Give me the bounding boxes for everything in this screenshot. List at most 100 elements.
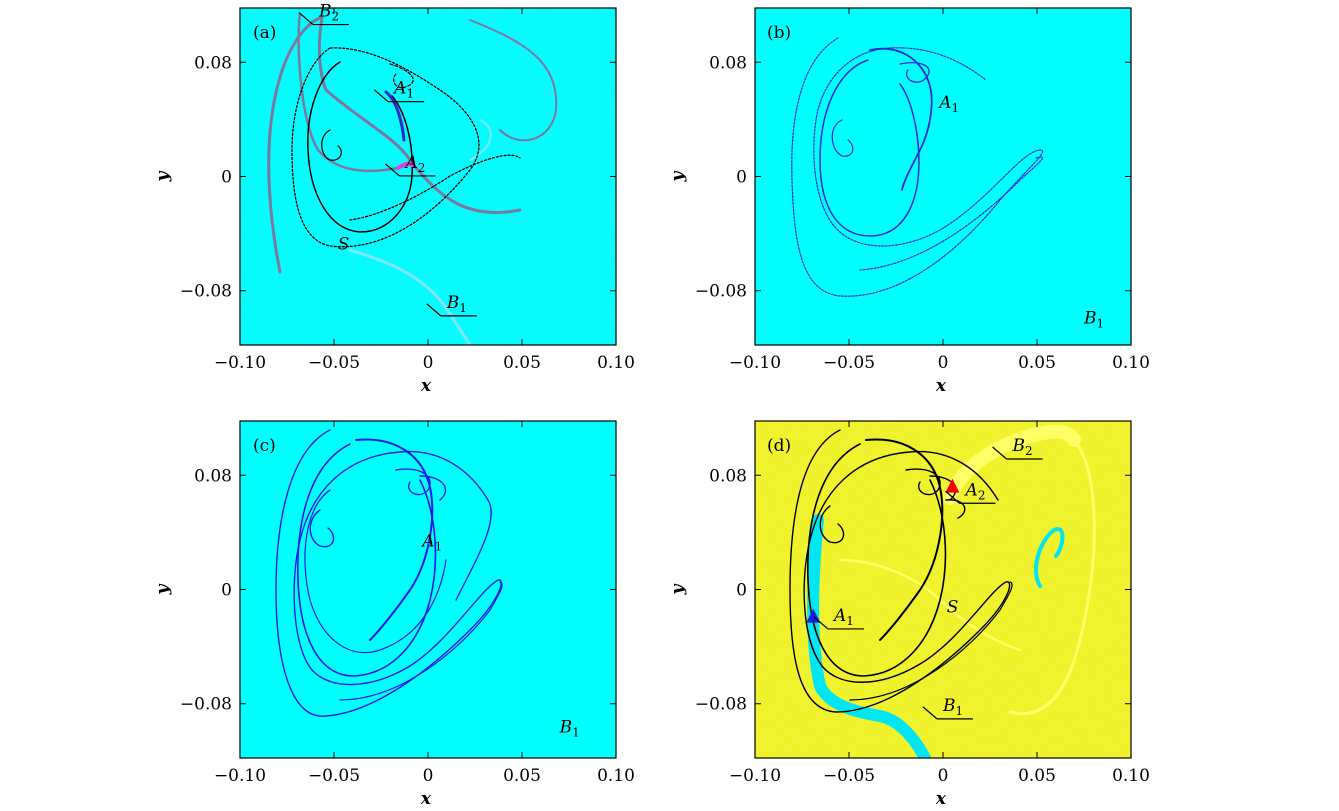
- annotation-label: B2: [318, 2, 339, 24]
- annotation-subscript: 1: [572, 725, 580, 739]
- panel-a-segment-a1: [384, 90, 406, 142]
- x-tick-label: 0.05: [503, 353, 541, 373]
- annotation-subscript: 1: [956, 704, 964, 718]
- y-axis-label: y: [668, 583, 688, 595]
- x-axis-label: x: [935, 376, 947, 396]
- y-tick-label: −0.08: [180, 282, 232, 302]
- x-tick-label: −0.10: [214, 766, 266, 786]
- x-tick-label: 0.05: [503, 766, 541, 786]
- y-tick-label: 0.08: [194, 53, 232, 73]
- x-tick-label: −0.05: [308, 353, 360, 373]
- x-tick-label: 0: [938, 766, 949, 786]
- panel-a-attractor-tail: [349, 154, 521, 221]
- panel-c-curve-mid: [297, 443, 437, 677]
- panel-b-curve-fold: [869, 47, 933, 191]
- x-tick-label: 0: [938, 353, 949, 373]
- panel-a-manifold-b1-inner: [469, 119, 492, 161]
- panel-c-curve-loops: [395, 468, 447, 501]
- y-axis-label: y: [153, 170, 173, 182]
- panel-d-attractor-mid: [807, 443, 947, 677]
- x-tick-label: 0.10: [597, 766, 635, 786]
- annotation-leader-tick: [945, 490, 960, 504]
- panel-b-curve-loop: [899, 62, 930, 83]
- x-tick-label: −0.10: [729, 353, 781, 373]
- panel-c-curve-tail: [339, 581, 503, 701]
- annotation-subscript: 2: [331, 10, 339, 24]
- annotation-subscript: 1: [1097, 317, 1105, 331]
- panel-a-attractor-mid: [307, 61, 413, 233]
- panel-c-curve-spiral: [309, 509, 335, 548]
- y-tick-label: 0.08: [194, 466, 232, 486]
- y-tick-label: 0.08: [709, 466, 747, 486]
- panel-d-manifold-b1-hook: [1034, 526, 1065, 588]
- x-axis-label: x: [420, 376, 432, 396]
- annotation-subscript: 2: [978, 488, 986, 502]
- annotation-label: S: [338, 234, 350, 254]
- annotation-leader-tick: [385, 163, 400, 177]
- panel-a-attractor-outer: [291, 47, 480, 248]
- y-tick-label: −0.08: [695, 282, 747, 302]
- panel-b-label: (b): [767, 23, 791, 43]
- panel-a-manifold-b2: [267, 16, 522, 274]
- annotation-leader-tick: [992, 446, 1007, 460]
- y-tick-label: 0: [736, 581, 747, 601]
- y-tick-label: 0.08: [709, 53, 747, 73]
- panel-d-manifold-b2-loop: [1008, 438, 1096, 716]
- annotation-leader-tick: [373, 89, 389, 103]
- annotation-subscript: 1: [435, 540, 443, 554]
- x-tick-label: 0.10: [1112, 766, 1150, 786]
- y-axis-label: y: [668, 170, 688, 182]
- x-axis-label: x: [420, 789, 432, 809]
- annotation-label: S: [947, 597, 959, 617]
- annotation-subscript: 1: [459, 301, 467, 315]
- panel-a-manifold-b2-branch: [297, 12, 400, 173]
- panel-c-curve-fold: [355, 438, 434, 641]
- panel-c-axes-ticks: −0.10 −0.05 0 0.05 0.10 0.08 0 −0.08 x y: [153, 421, 635, 809]
- y-tick-label: −0.08: [180, 695, 232, 715]
- panel-c-curve-outer: [275, 429, 502, 717]
- panel-b-curve-mid: [819, 59, 920, 237]
- panel-d-attractor-outer: [789, 429, 1011, 713]
- y-tick-label: 0: [736, 168, 747, 188]
- x-tick-label: 0.05: [1018, 353, 1056, 373]
- annotation-leader-tick: [922, 706, 938, 720]
- panel-b-background: [755, 8, 1131, 345]
- y-tick-label: 0: [221, 581, 232, 601]
- panel-c-curve-inner: [304, 489, 447, 654]
- panel-a-axes-ticks: −0.10 −0.05 0 0.05 0.10 0.08 0 −0.08 x y: [153, 8, 635, 396]
- panel-d-label: (d): [767, 436, 791, 456]
- panel-d-attractor-fold: [865, 438, 944, 641]
- annotation-subscript: 1: [846, 614, 854, 628]
- panel-b-axes-ticks: −0.10 −0.05 0 0.05 0.10 0.08 0 −0.08 x y: [668, 8, 1150, 396]
- triangle-marker: [945, 478, 960, 493]
- panel-b-curve-spiral: [831, 119, 854, 157]
- annotation-subscript: 2: [418, 161, 426, 175]
- x-tick-label: 0.10: [1112, 353, 1150, 373]
- panel-a-manifold-b2-fold: [469, 19, 558, 142]
- panel-c-label: (c): [253, 436, 276, 456]
- annotation-leader-tick: [298, 12, 314, 26]
- y-tick-label: −0.08: [695, 695, 747, 715]
- x-tick-label: 0: [423, 766, 434, 786]
- x-tick-label: −0.10: [729, 766, 781, 786]
- panel-d-attractor-tail: [849, 581, 1013, 701]
- panel-c-background: [240, 421, 616, 758]
- x-tick-label: −0.05: [823, 353, 875, 373]
- annotation-subscript: 1: [406, 87, 414, 101]
- panel-a-segment-a2: [396, 161, 416, 170]
- annotation-leader-tick: [426, 303, 442, 317]
- y-axis-label: y: [153, 583, 173, 595]
- annotation-subscript: 1: [952, 101, 960, 115]
- annotation-subscript: 2: [1025, 444, 1033, 458]
- panel-d-manifold-b2: [943, 424, 1081, 505]
- panel-b-curve-tail: [859, 156, 1043, 271]
- x-tick-label: −0.10: [214, 353, 266, 373]
- panel-d-axes-ticks: −0.10 −0.05 0 0.05 0.10 0.08 0 −0.08 x y: [668, 421, 1150, 809]
- annotation-leader-tick: [813, 616, 829, 630]
- x-tick-label: 0: [423, 353, 434, 373]
